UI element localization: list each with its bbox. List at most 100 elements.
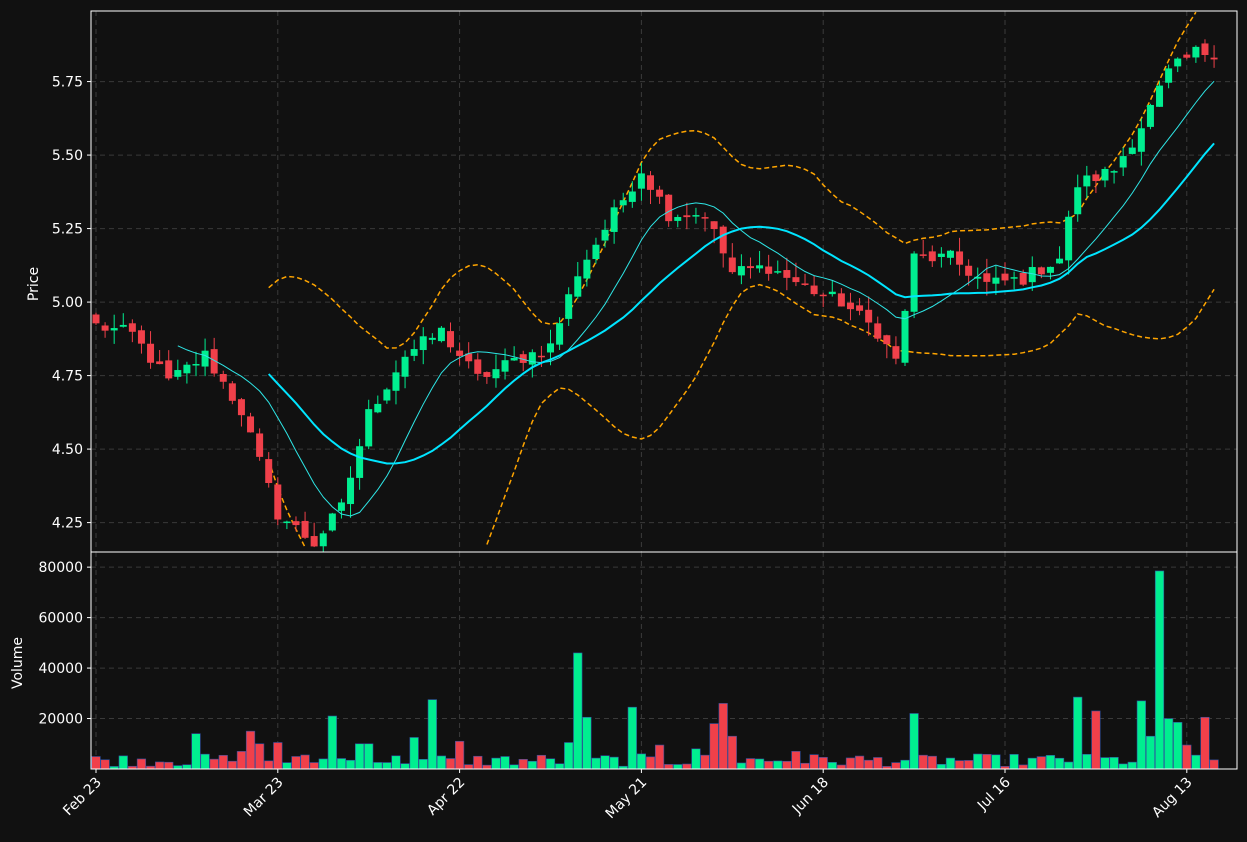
volume-bar [518,758,528,770]
candle-body [1156,85,1164,107]
candle-body [583,259,591,279]
candle-body [937,253,945,257]
volume-bar [382,762,392,770]
volume-bar [327,715,337,770]
candle-body [665,194,673,222]
volume-bar [545,758,556,770]
candle-body [1056,258,1064,264]
candle-body [828,291,836,295]
volume-bar [445,758,456,770]
volume-bar [909,713,919,770]
volume-bar [982,753,992,770]
volume-bar [800,762,810,770]
candle-body [1037,267,1045,275]
candle-body [419,336,427,351]
candle-body [310,536,318,547]
volume-bar [854,755,865,770]
candle-body [110,328,118,331]
candle-body [483,372,491,377]
volume-bar [400,763,410,770]
candle-body [101,325,109,331]
candle-body [1183,54,1191,58]
volume-bar [900,759,910,770]
candle-body [556,323,564,345]
candle-body [192,364,200,366]
volume-bar [964,760,974,770]
volume-bar [1082,754,1092,770]
candle-body [1165,68,1173,83]
volume-bar [936,763,946,770]
candle-body [219,374,227,382]
candle-body [1192,46,1200,58]
volume-bars [91,570,1219,770]
volume-bar [1018,764,1028,770]
volume-bar [218,755,228,770]
candle-body [165,360,173,379]
candle-body [1083,175,1091,187]
volume-bar [155,761,165,770]
candle-body [119,324,127,327]
candle-body [910,253,918,312]
candle-body [710,221,718,230]
volume-bar [718,703,728,770]
volume-bar [1027,757,1037,770]
candle-body [210,349,218,374]
volume-bar [273,742,283,770]
candle-body [428,337,436,340]
candle-body [1128,147,1136,154]
volume-y-tick-label: 40000 [38,661,83,677]
candle-body [401,356,409,377]
volume-bar [973,753,983,770]
volume-bar [745,758,756,770]
volume-bar [173,765,183,770]
volume-bar [1182,744,1192,770]
candle-body [1201,43,1209,55]
volume-bar [700,754,710,770]
candle-body [619,200,627,206]
candle-body [283,521,291,524]
candle-body [683,215,691,218]
moving-average-slow [267,142,1215,465]
volume-bar [927,755,937,770]
candle-body [1074,187,1082,215]
volume-bar [1191,754,1201,770]
candle-body [1001,273,1009,281]
candle-body [974,276,982,279]
price-y-tick-label: 4.25 [52,516,83,532]
volume-y-tick-label: 20000 [38,712,83,728]
candle-body [692,215,700,217]
volume-bar [1173,722,1183,770]
volume-bar [191,733,201,770]
volume-bar [418,759,428,770]
volume-bar [482,764,492,770]
candle-body [365,409,373,447]
volume-bar [309,762,319,770]
candle-body [892,346,900,359]
volume-grid [91,552,1237,769]
volume-bar [709,723,719,770]
volume-bar [627,706,637,770]
volume-bar [355,743,365,770]
candle-body [228,383,236,401]
candle-body [356,446,364,478]
volume-bar [473,755,483,770]
volume-bar [673,764,683,770]
candle-body [156,361,164,365]
volume-bar [736,762,746,770]
price-y-tick-label: 5.75 [52,75,83,91]
candle-body [628,191,636,202]
candle-body [456,350,464,356]
candle-body [610,207,618,232]
candle-body [1065,216,1073,261]
volume-bar [564,742,574,770]
volume-bar [91,756,101,770]
volume-bar [773,760,783,770]
candle-body [1019,272,1027,285]
candle-body [519,354,527,363]
volume-bar [891,762,901,770]
volume-bar [664,764,674,770]
candle-body [237,399,245,416]
volume-bar [582,716,592,770]
volume-bar [1073,696,1083,770]
candle-body [746,266,754,269]
